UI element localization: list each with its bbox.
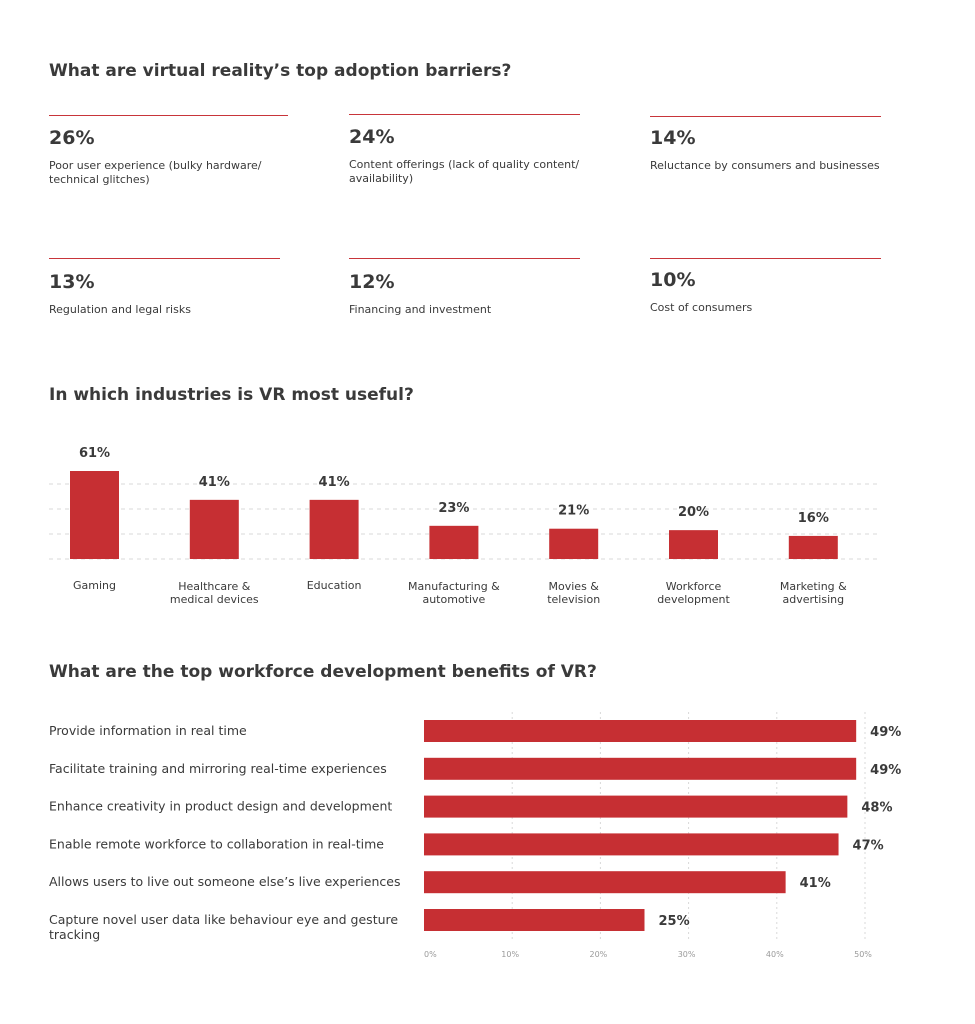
stat-label-line: Cost of consumers xyxy=(650,301,753,314)
stat-label: Regulation and legal risks xyxy=(49,303,299,317)
barrier-stat-5: 12% Financing and investment xyxy=(349,258,580,316)
barrier-stat-1: 26% Poor user experience (bulky hardware… xyxy=(49,115,288,186)
x-tick-label: 40% xyxy=(766,950,784,959)
category-label: Enhance creativity in product design and… xyxy=(49,799,392,814)
stat-divider xyxy=(650,116,881,117)
category-label: Workforce xyxy=(666,580,722,593)
category-label: Enable remote workforce to collaboration… xyxy=(49,836,384,851)
category-label: Provide information in real time xyxy=(49,723,247,738)
data-label: 16% xyxy=(798,511,829,526)
stat-value: 13% xyxy=(49,271,95,293)
data-label: 20% xyxy=(678,505,709,520)
bar-3 xyxy=(309,499,359,559)
bar-3 xyxy=(424,795,848,818)
bar-5 xyxy=(549,528,599,559)
category-label: Allows users to live out someone else’s … xyxy=(49,874,400,889)
stat-label-line: Content offerings (lack of quality conte… xyxy=(349,158,580,171)
category-label: Marketing & xyxy=(780,580,847,593)
stat-divider xyxy=(49,258,280,259)
category-label: Manufacturing & xyxy=(408,580,500,593)
stat-value: 10% xyxy=(650,269,696,291)
x-tick-label: 20% xyxy=(590,950,608,959)
stat-value: 24% xyxy=(349,126,395,148)
stat-label-line: Regulation and legal risks xyxy=(49,303,191,316)
data-label: 21% xyxy=(558,504,589,519)
category-label: Facilitate training and mirroring real-t… xyxy=(49,761,387,776)
bar-5 xyxy=(424,871,786,894)
barriers-title: What are virtual reality’s top adoption … xyxy=(49,61,512,81)
bar-7 xyxy=(788,535,838,559)
category-label: Movies & xyxy=(549,580,600,593)
x-tick-label: 50% xyxy=(854,950,872,959)
benefits-chart-title: What are the top workforce development b… xyxy=(49,662,597,682)
barrier-stat-6: 10% Cost of consumers xyxy=(650,258,881,314)
data-label: 49% xyxy=(870,763,901,778)
stat-divider xyxy=(349,258,580,259)
stat-label: Cost of consumers xyxy=(650,301,900,315)
stat-label-line: technical glitches) xyxy=(49,173,150,186)
stat-label-line: availability) xyxy=(349,172,414,185)
stat-label: Financing and investment xyxy=(349,303,599,317)
category-label: Capture novel user data like behaviour e… xyxy=(49,912,398,927)
bar-1 xyxy=(70,471,119,559)
stat-divider xyxy=(49,115,288,116)
data-label: 23% xyxy=(438,501,469,516)
data-label: 41% xyxy=(319,475,350,490)
x-tick-label: 0% xyxy=(424,950,437,959)
x-tick-label: 30% xyxy=(678,950,696,959)
stat-divider xyxy=(650,258,881,259)
stat-value: 12% xyxy=(349,271,395,293)
barrier-stat-4: 13% Regulation and legal risks xyxy=(49,258,280,316)
bar-2 xyxy=(424,757,857,780)
stat-label: Reluctance by consumers and businesses xyxy=(650,159,900,173)
data-label: 61% xyxy=(79,446,110,461)
data-label: 41% xyxy=(800,876,831,891)
data-label: 25% xyxy=(659,914,690,929)
data-label: 41% xyxy=(199,475,230,490)
stat-label-line: Reluctance by consumers and businesses xyxy=(650,159,880,172)
bar-4 xyxy=(424,833,839,856)
barrier-stat-3: 14% Reluctance by consumers and business… xyxy=(650,116,881,172)
bar-1 xyxy=(424,720,857,742)
category-label: Healthcare & xyxy=(178,580,250,593)
bar-4 xyxy=(429,525,479,559)
barrier-stat-2: 24% Content offerings (lack of quality c… xyxy=(349,114,580,185)
stat-divider xyxy=(349,114,580,115)
stat-label: Content offerings (lack of quality conte… xyxy=(349,158,599,186)
x-tick-label: 10% xyxy=(501,950,519,959)
stat-label-line: Poor user experience (bulky hardware/ xyxy=(49,159,262,172)
stat-label: Poor user experience (bulky hardware/ te… xyxy=(49,159,299,187)
bar-2 xyxy=(189,499,239,559)
category-label: development xyxy=(657,593,730,606)
stat-label-line: Financing and investment xyxy=(349,303,492,316)
data-label: 49% xyxy=(870,725,901,740)
stat-value: 26% xyxy=(49,127,95,149)
category-label: automotive xyxy=(422,593,485,606)
category-label: television xyxy=(547,593,600,606)
category-label: Education xyxy=(307,579,362,592)
data-label: 47% xyxy=(853,838,884,853)
category-label: tracking xyxy=(49,927,100,942)
data-label: 48% xyxy=(861,801,892,816)
category-label: medical devices xyxy=(170,593,259,606)
category-label: advertising xyxy=(782,593,844,606)
bar-6 xyxy=(669,530,718,559)
stat-value: 14% xyxy=(650,127,696,149)
bar-6 xyxy=(424,909,645,931)
industries-chart-title: In which industries is VR most useful? xyxy=(49,385,414,405)
category-label: Gaming xyxy=(73,579,116,592)
